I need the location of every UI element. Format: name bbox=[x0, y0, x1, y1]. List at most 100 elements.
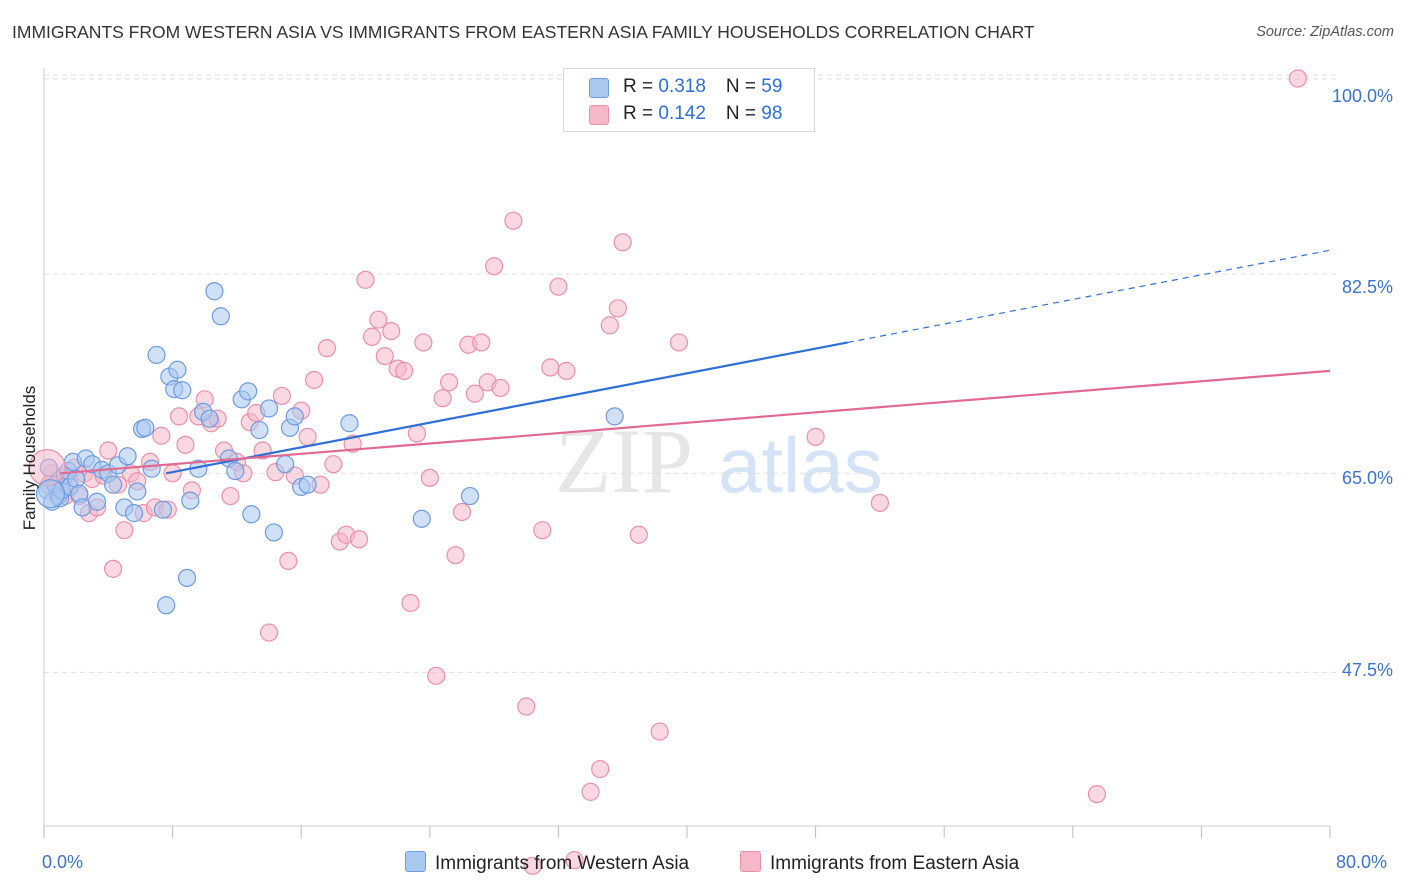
bottom-legend-swatch-western-asia bbox=[405, 851, 426, 872]
correlation-legend: R = 0.318 N = 59 R = 0.142 N = 98 bbox=[563, 68, 815, 132]
point-eastern-asia bbox=[1288, 69, 1307, 88]
point-eastern-asia bbox=[557, 361, 576, 380]
point-western-asia bbox=[340, 414, 359, 433]
point-eastern-asia bbox=[608, 299, 627, 318]
trend-line-eastern-asia bbox=[59, 369, 1331, 475]
point-eastern-asia bbox=[169, 407, 189, 426]
point-eastern-asia bbox=[375, 346, 394, 366]
point-eastern-asia bbox=[806, 427, 825, 446]
legend-swatch-eastern-asia bbox=[589, 105, 609, 125]
point-eastern-asia bbox=[221, 486, 240, 506]
legend-r-value-western-asia: 0.318 bbox=[658, 76, 706, 97]
legend-r-value-eastern-asia: 0.142 bbox=[658, 103, 706, 124]
point-eastern-asia bbox=[414, 333, 433, 352]
bottom-legend-eastern-asia: Immigrants from Eastern Asia bbox=[740, 851, 1019, 875]
point-eastern-asia bbox=[382, 321, 401, 341]
point-eastern-asia bbox=[533, 521, 552, 540]
point-eastern-asia bbox=[581, 782, 600, 801]
chart-title: IMMIGRANTS FROM WESTERN ASIA VS IMMIGRAN… bbox=[12, 22, 1035, 42]
point-western-asia bbox=[200, 409, 219, 428]
point-eastern-asia bbox=[115, 521, 134, 540]
point-eastern-asia bbox=[356, 270, 375, 289]
point-eastern-asia bbox=[600, 316, 619, 335]
point-eastern-asia bbox=[152, 426, 171, 445]
y-axis-title: Family Households bbox=[20, 385, 39, 531]
legend-swatch-western-asia bbox=[589, 78, 609, 98]
trend-line-western-asia bbox=[165, 341, 848, 475]
point-western-asia bbox=[136, 418, 155, 437]
bottom-legend-label-western-asia: Immigrants from Western Asia bbox=[435, 853, 690, 874]
cluster-western-asia bbox=[35, 479, 66, 509]
point-eastern-asia bbox=[669, 333, 689, 352]
point-eastern-asia bbox=[504, 211, 523, 230]
point-eastern-asia bbox=[549, 277, 568, 296]
point-western-asia bbox=[276, 455, 295, 474]
point-eastern-asia bbox=[176, 435, 195, 454]
point-western-asia bbox=[205, 282, 224, 301]
legend-stats-western-asia: R = 0.318 N = 59 bbox=[623, 76, 783, 97]
point-eastern-asia bbox=[343, 434, 362, 453]
point-western-asia bbox=[168, 360, 187, 379]
point-eastern-asia bbox=[349, 530, 369, 549]
point-eastern-asia bbox=[485, 257, 504, 276]
point-eastern-asia bbox=[259, 623, 279, 642]
point-western-asia bbox=[118, 447, 137, 466]
point-eastern-asia bbox=[279, 551, 298, 570]
point-western-asia bbox=[173, 381, 192, 400]
point-eastern-asia bbox=[317, 339, 337, 358]
point-western-asia bbox=[239, 382, 258, 401]
point-eastern-asia bbox=[324, 455, 343, 474]
point-western-asia bbox=[157, 596, 176, 615]
point-eastern-asia bbox=[99, 441, 118, 460]
point-western-asia bbox=[285, 407, 304, 426]
point-eastern-asia bbox=[491, 378, 510, 398]
point-eastern-asia bbox=[452, 502, 472, 522]
x-tick-label-max: 80.0% bbox=[1336, 852, 1388, 872]
y-tick-label-65: 65.0% bbox=[1341, 468, 1393, 488]
point-western-asia bbox=[412, 509, 431, 528]
point-western-asia bbox=[460, 486, 480, 506]
point-eastern-asia bbox=[272, 386, 292, 406]
point-eastern-asia bbox=[870, 493, 890, 512]
legend-stats-eastern-asia: R = 0.142 N = 98 bbox=[623, 103, 783, 124]
point-western-asia bbox=[242, 505, 261, 524]
point-eastern-asia bbox=[304, 370, 324, 390]
legend-n-value-eastern-asia: 98 bbox=[761, 103, 783, 124]
point-eastern-asia bbox=[565, 851, 584, 870]
point-western-asia bbox=[147, 345, 166, 365]
y-tick-label-100: 100.0% bbox=[1331, 86, 1393, 106]
point-eastern-asia bbox=[517, 697, 536, 716]
y-tick-label-82-5: 82.5% bbox=[1341, 277, 1393, 297]
point-western-asia bbox=[124, 504, 144, 523]
point-western-asia bbox=[605, 407, 624, 426]
point-eastern-asia bbox=[472, 333, 491, 352]
watermark-atlas: atlas bbox=[718, 421, 883, 509]
point-eastern-asia bbox=[394, 361, 414, 380]
point-western-asia bbox=[153, 500, 173, 519]
point-western-asia bbox=[104, 475, 123, 494]
point-western-asia bbox=[181, 491, 200, 510]
point-eastern-asia bbox=[446, 546, 465, 565]
watermark-zip: ZIP bbox=[555, 410, 693, 512]
point-western-asia bbox=[142, 459, 161, 478]
point-eastern-asia bbox=[401, 593, 420, 613]
point-eastern-asia bbox=[420, 468, 439, 487]
point-eastern-asia bbox=[591, 760, 610, 779]
point-eastern-asia bbox=[629, 525, 648, 544]
point-eastern-asia bbox=[427, 666, 446, 685]
point-eastern-asia bbox=[407, 424, 427, 443]
point-western-asia bbox=[298, 475, 317, 494]
point-eastern-asia bbox=[465, 384, 484, 403]
point-eastern-asia bbox=[541, 358, 560, 377]
x-tick-label-min: 0.0% bbox=[42, 852, 84, 872]
bottom-legend-western-asia: Immigrants from Western Asia bbox=[405, 851, 689, 875]
point-eastern-asia bbox=[298, 427, 317, 446]
y-tick-label-47-5: 47.5% bbox=[1341, 660, 1393, 680]
point-western-asia bbox=[264, 523, 283, 542]
point-western-asia bbox=[226, 461, 245, 481]
point-western-asia bbox=[259, 399, 279, 418]
point-eastern-asia bbox=[362, 327, 382, 346]
point-western-asia bbox=[128, 482, 147, 501]
point-eastern-asia bbox=[523, 856, 542, 875]
